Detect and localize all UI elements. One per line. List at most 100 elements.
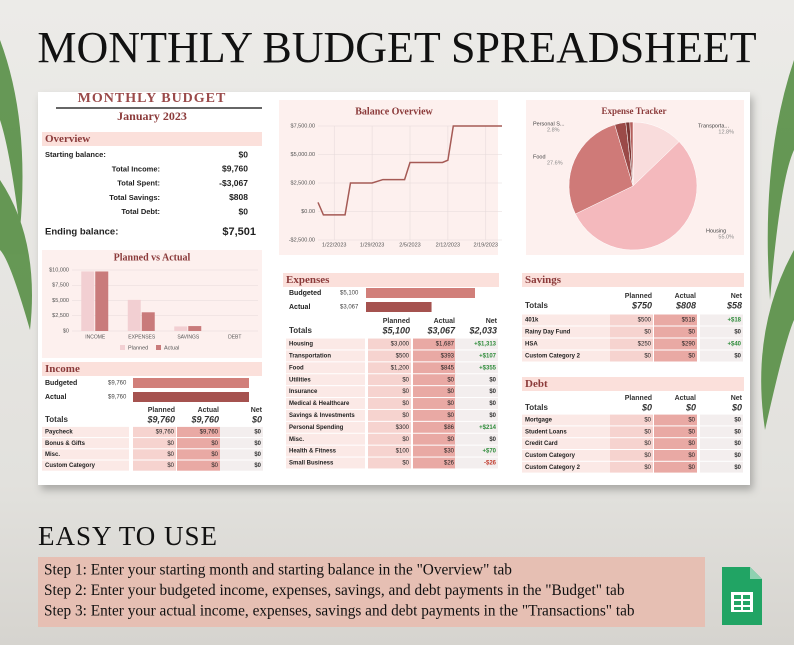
cell-value: $0: [734, 465, 741, 471]
cell-value: $500: [638, 318, 652, 324]
cell-value: $250: [638, 342, 652, 348]
row-label: Personal Spending: [289, 425, 344, 431]
cell: [220, 438, 263, 449]
cell: [610, 326, 653, 338]
cell-value: $0: [734, 441, 741, 447]
x-tick-label: 1/29/2023: [360, 242, 384, 248]
cell-value: $86: [444, 425, 455, 431]
cell-value: +$355: [479, 365, 497, 371]
sheet-heading: MONTHLY BUDGET: [78, 91, 227, 106]
overview-band: [42, 132, 262, 146]
savings-band: [522, 273, 744, 287]
x-tick-label: SAVINGS: [177, 334, 200, 340]
pie-value-label: 12.8%: [718, 129, 734, 135]
expenses-header: Expenses: [286, 274, 330, 286]
row-label: Credit Card: [525, 441, 558, 447]
legend-swatch: [120, 345, 125, 350]
cell-value: $0: [734, 354, 741, 360]
cell: [220, 426, 263, 438]
column-header: Planned: [148, 407, 175, 414]
row-label: Student Loans: [525, 429, 567, 435]
y-tick-label: $2,500.00: [291, 180, 315, 186]
pie-value-label: 27.6%: [547, 160, 563, 166]
cell: [455, 350, 498, 362]
legend-label: Planned: [128, 345, 148, 351]
row-label: Health & Fitness: [289, 449, 337, 455]
total-value: $58: [726, 300, 742, 310]
cell-value: $100: [396, 449, 410, 455]
bar: [174, 326, 188, 331]
income-header: Income: [45, 363, 80, 375]
cell-value: $0: [167, 441, 174, 447]
column-header: Net: [731, 395, 743, 402]
row-label: HSA: [525, 342, 538, 348]
cell-value: $0: [254, 463, 261, 469]
cell: [368, 421, 411, 433]
total-value: $0: [641, 402, 652, 412]
total-value: $5,100: [381, 325, 410, 335]
label-cell: [522, 350, 610, 362]
total-value: $750: [631, 300, 652, 310]
month: January 2023: [117, 109, 187, 123]
cell-value: $0: [688, 418, 695, 424]
cell: [455, 386, 498, 398]
cell-value: +$40: [727, 342, 741, 348]
cell: [610, 426, 653, 438]
cell-value: +$1,313: [474, 342, 497, 348]
y-tick-label: $7,500: [52, 283, 69, 289]
y-tick-label: $5,000: [52, 298, 69, 304]
cell: [455, 433, 498, 445]
y-tick-label: $0.00: [301, 209, 315, 215]
cell-value: $0: [489, 413, 496, 419]
row-label: Rainy Day Fund: [525, 330, 571, 336]
cell-value: $0: [489, 389, 496, 395]
cell-value: $9,760: [156, 430, 175, 436]
steps-box: [38, 557, 705, 627]
x-tick-label: INCOME: [85, 334, 106, 340]
label-cell: [286, 409, 365, 421]
cell-value: $30: [444, 449, 455, 455]
label-cell: [42, 438, 129, 449]
row-label: Bonus & Gifts: [45, 441, 86, 447]
cell-value: $0: [402, 461, 409, 467]
cell: [455, 457, 498, 469]
cell-value: $26: [444, 461, 455, 467]
cell: [610, 314, 653, 326]
cell-value: $3,000: [391, 342, 410, 348]
cell: [455, 421, 498, 433]
column-header: Actual: [675, 395, 696, 402]
label-cell: [286, 445, 365, 457]
pie-slice: [568, 124, 634, 215]
label-cell: [286, 433, 365, 445]
cell: [610, 450, 653, 461]
column-header: Planned: [625, 395, 652, 402]
x-tick-label: 1/22/2023: [322, 242, 346, 248]
cell: [610, 414, 653, 426]
overview-label: Starting balance:: [45, 150, 106, 159]
bar: [188, 326, 202, 331]
cell: [413, 374, 456, 386]
cell-value: $0: [211, 452, 218, 458]
row-label: Utilities: [289, 377, 311, 383]
label-cell: [522, 338, 610, 350]
column-header: Actual: [434, 318, 455, 325]
cell-value: $0: [489, 401, 496, 407]
cell: [700, 350, 743, 362]
total-value: $2,033: [468, 325, 497, 335]
cell-value: $0: [167, 463, 174, 469]
label-cell: [522, 326, 610, 338]
pie-label: Housing: [706, 228, 726, 234]
cell-value: $0: [402, 413, 409, 419]
row-label: Misc.: [289, 437, 304, 443]
cell-value: $0: [447, 413, 454, 419]
row-label: Transportation: [289, 353, 331, 359]
cell-value: +$18: [727, 318, 741, 324]
chart-title: Balance Overview: [355, 106, 433, 117]
cell: [413, 350, 456, 362]
cell-value: $0: [644, 429, 651, 435]
cell-value: +$70: [482, 449, 496, 455]
bar: [127, 299, 141, 331]
cell-value: $0: [644, 465, 651, 471]
x-tick-label: 2/12/2023: [436, 242, 460, 248]
